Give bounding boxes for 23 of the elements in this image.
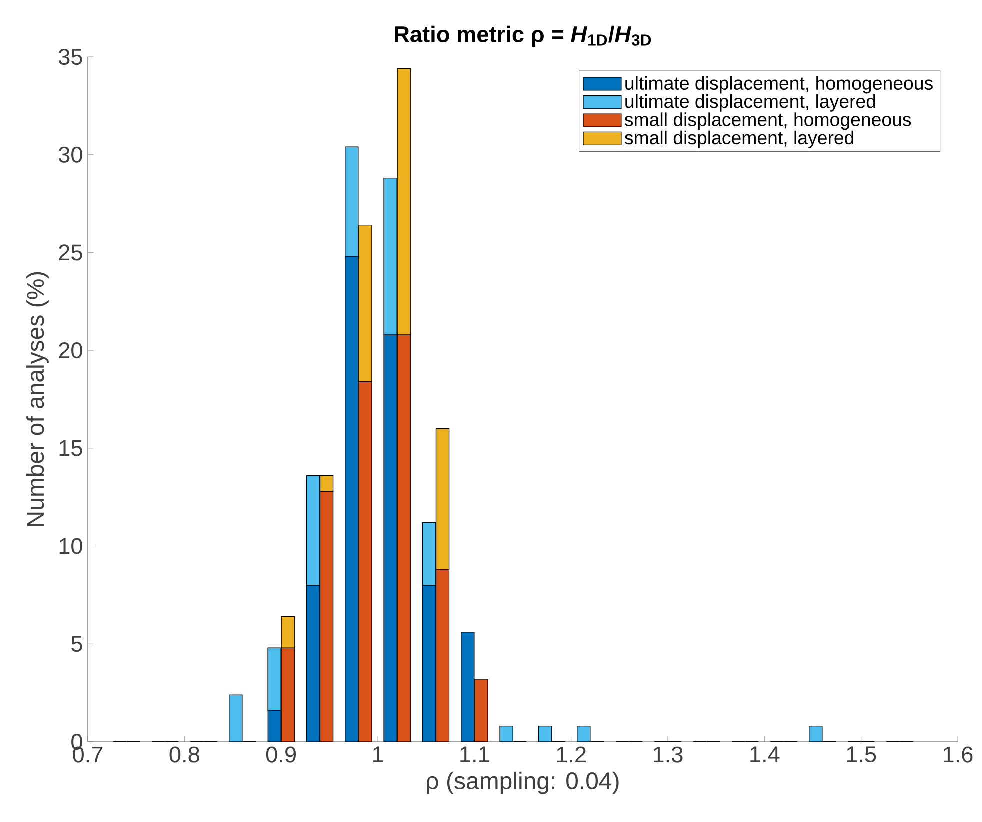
- x-axis-title: ρ (sampling: 0.04): [427, 772, 619, 794]
- x-tick-label: 1.1: [460, 746, 490, 762]
- legend-label: small displacement, layered: [624, 130, 854, 148]
- x-tick-label: 1.3: [654, 746, 683, 763]
- legend-label: small displacement, homogeneous: [624, 112, 912, 130]
- y-tick-label: 15: [60, 440, 82, 456]
- x-tick-label: 1.5: [847, 746, 876, 763]
- y-axis-title: Number of analyses (%): [26, 272, 49, 526]
- x-tick-label: 0.8: [170, 746, 200, 763]
- y-tick-label: 35: [58, 48, 82, 66]
- y-tick-label: 10: [60, 538, 82, 554]
- legend-label: ultimate displacement, homogeneous: [626, 76, 933, 94]
- y-tick-label: 30: [58, 146, 82, 163]
- y-tick-label: 25: [59, 244, 82, 261]
- y-tick-label: 20: [59, 342, 82, 359]
- legend-label: ultimate displacement, layered: [626, 94, 876, 112]
- x-tick-label: 1: [373, 746, 384, 762]
- x-tick-label: 1.2: [557, 746, 586, 763]
- chart-title: Ratio metric ρ = H$_{1D}$/H$_{3D}$: [395, 26, 652, 47]
- x-tick-label: 1.4: [750, 746, 780, 762]
- x-tick-label: 0.9: [266, 746, 296, 763]
- x-tick-label: 1.6: [944, 746, 973, 763]
- y-tick-label: 5: [72, 636, 82, 652]
